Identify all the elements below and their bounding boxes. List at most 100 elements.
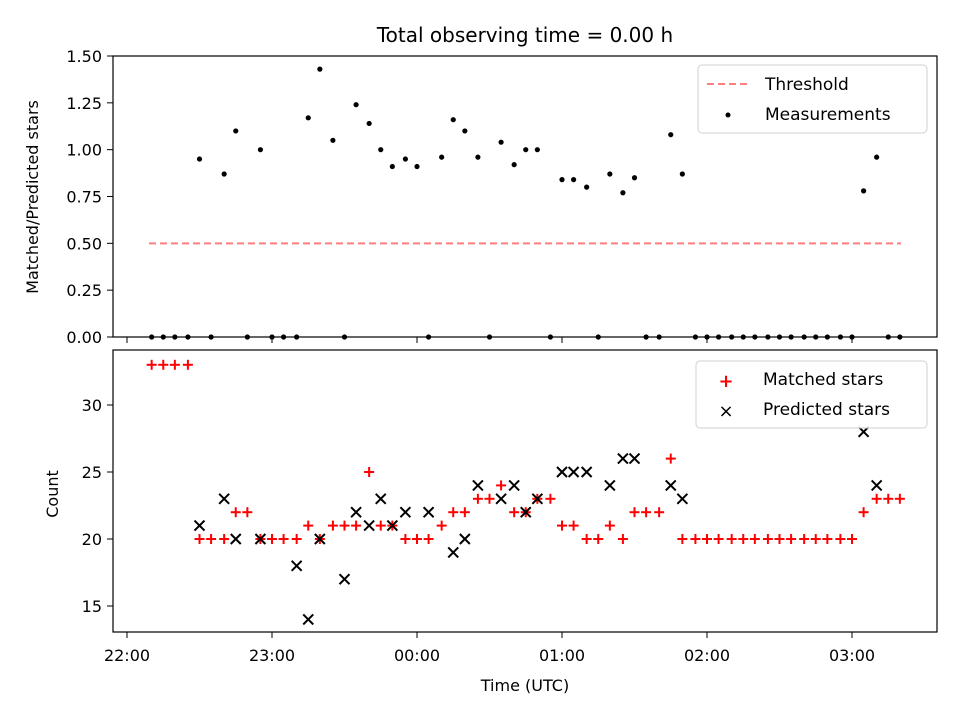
matched-star-point — [654, 507, 665, 518]
matched-star-point — [242, 507, 253, 518]
bottom-plot-area: 15 20 25 30 22:00 23:00 00:00 01:00 02:00 03:00 — [82, 359, 905, 665]
measurement-point — [679, 171, 685, 177]
predicted-star-point — [459, 533, 471, 545]
matched-star-point — [799, 534, 810, 544]
matched-star-point — [617, 534, 628, 544]
matched-star-point — [702, 534, 712, 544]
matched-star-point — [278, 534, 289, 544]
measurement-point — [523, 147, 529, 153]
matched-star-point — [303, 520, 314, 531]
legend-measurements-swatch — [725, 112, 731, 118]
measurement-point — [584, 184, 590, 190]
matched-star-point — [894, 493, 905, 504]
predicted-star-point — [604, 479, 616, 492]
predicted-star-point — [350, 506, 362, 518]
measurement-point — [402, 156, 408, 162]
x-tick-label: 01:00 — [539, 646, 585, 665]
matched-star-point — [327, 520, 338, 531]
matched-star-point — [568, 520, 579, 531]
top-legend-box — [697, 64, 928, 134]
matched-star-point — [169, 359, 180, 370]
predicted-star-point — [617, 452, 629, 465]
legend-matched-label: Matched stars — [763, 370, 883, 390]
x-tick-label: 23:00 — [249, 646, 295, 665]
predicted-star-point — [386, 519, 399, 532]
bottom-y-tick-label: 25 — [82, 463, 102, 482]
legend-predicted-swatch: × — [718, 401, 733, 422]
measurement-point — [366, 120, 372, 127]
matched-star-point — [835, 534, 846, 544]
x-tick-label: 02:00 — [684, 646, 730, 665]
matched-star-point — [604, 520, 615, 531]
predicted-star-point — [567, 466, 580, 478]
predicted-star-point — [676, 493, 689, 505]
top-y-tick-label: 1.25 — [66, 94, 102, 113]
matched-star-point — [206, 534, 217, 544]
x-tick-label: 03:00 — [829, 646, 875, 665]
measurement-point — [414, 163, 420, 170]
matched-star-point — [629, 507, 640, 518]
bottom-y-axis-label: Count — [43, 470, 62, 518]
matched-star-point — [496, 480, 507, 491]
matched-star-point — [677, 534, 688, 544]
predicted-star-point — [218, 493, 230, 505]
measurement-point — [257, 147, 263, 153]
top-y-tick-label: 1.00 — [66, 141, 102, 160]
matched-star-point — [690, 534, 701, 544]
matched-star-point — [726, 534, 737, 544]
measurement-point — [607, 171, 613, 177]
predicted-star-point — [363, 519, 375, 532]
matched-star-point — [883, 493, 894, 504]
top-chart-title: Total observing time = 0.00 h — [376, 23, 673, 47]
predicted-star-point — [580, 466, 593, 478]
measurement-point — [317, 66, 323, 72]
matched-star-point — [749, 534, 760, 544]
top-axes-frame — [112, 55, 938, 338]
top-panel: Total observing time = 0.00 h 0.000.250.… — [23, 23, 938, 347]
legend-measurements-label: Measurements — [765, 105, 891, 125]
measurement-point — [571, 177, 577, 183]
predicted-star-point — [338, 573, 351, 585]
top-y-tick-label: 0.50 — [66, 234, 102, 253]
measurement-point — [389, 163, 395, 170]
matched-star-point — [351, 520, 362, 531]
measurement-point — [450, 117, 456, 123]
matched-star-point — [459, 507, 470, 518]
predicted-star-point — [230, 533, 242, 545]
matched-star-point — [436, 520, 447, 531]
matched-star-point — [182, 359, 193, 370]
measurement-point — [439, 154, 445, 160]
measurement-point — [534, 147, 540, 153]
matched-star-point — [581, 534, 592, 544]
bottom-y-tick-label: 30 — [82, 396, 102, 415]
measurement-point — [620, 190, 626, 196]
top-y-axis-label: Matched/Predicted stars — [23, 100, 42, 294]
measurement-point — [498, 139, 504, 145]
bottom-y-tick-label: 15 — [82, 597, 102, 616]
predicted-star-point — [254, 533, 267, 545]
top-y-tick-label: 0.75 — [66, 188, 102, 207]
predicted-star-point — [628, 452, 641, 465]
predicted-star-point — [495, 493, 507, 505]
measurement-point — [462, 128, 468, 134]
predicted-star-point — [375, 493, 387, 505]
measurement-point — [305, 115, 311, 121]
matched-star-point — [364, 467, 375, 477]
matched-star-point — [847, 534, 857, 544]
matched-star-point — [774, 534, 785, 544]
matched-star-point — [545, 493, 556, 504]
measurement-point — [874, 154, 880, 160]
predicted-star-point — [422, 506, 435, 518]
matched-star-point — [641, 507, 652, 518]
matched-star-point — [810, 534, 821, 544]
matched-star-point — [400, 534, 411, 544]
x-tick-label: 00:00 — [394, 646, 440, 665]
measurement-point — [559, 177, 565, 183]
measurement-point — [475, 154, 481, 160]
predicted-star-point — [520, 506, 532, 518]
predicted-star-point — [472, 479, 484, 492]
measurement-point — [353, 102, 359, 108]
bottom-axes-frame — [112, 349, 938, 633]
bottom-y-tick-label: 20 — [82, 530, 102, 549]
